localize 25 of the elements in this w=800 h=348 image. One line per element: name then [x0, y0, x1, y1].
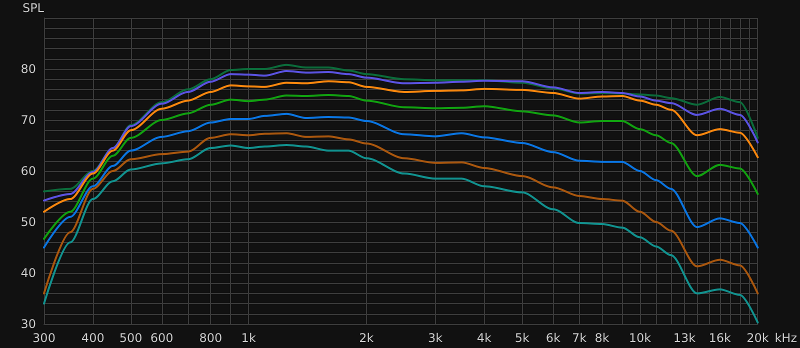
y-tick-label: 50: [20, 215, 36, 229]
y-tick-label: 80: [20, 62, 36, 76]
x-tick-label: 800: [199, 331, 222, 345]
x-tick-label: 500: [119, 331, 142, 345]
x-tick-label: 400: [81, 331, 104, 345]
x-tick-label: 4k: [476, 331, 492, 345]
x-axis-title: kHz: [774, 331, 798, 345]
y-tick-label: 30: [20, 317, 36, 331]
y-axis-title: SPL: [22, 1, 44, 15]
x-tick-label: 10k: [628, 331, 652, 345]
y-tick-label: 40: [20, 266, 36, 280]
y-tick-label: 70: [20, 113, 36, 127]
x-tick-label: 16k: [708, 331, 731, 345]
x-tick-label: 600: [150, 331, 174, 345]
y-tick-label: 60: [20, 164, 36, 178]
x-tick-label: 7k: [572, 331, 587, 345]
x-tick-label: 5k: [514, 331, 530, 345]
x-tick-label: 8k: [594, 331, 610, 345]
x-tick-label: 3k: [428, 331, 443, 345]
x-tick-label: 6k: [546, 331, 560, 345]
x-tick-label: 1k: [241, 331, 256, 345]
x-tick-label: 2k: [359, 331, 374, 345]
x-tick-label: 300: [32, 331, 56, 345]
x-tick-label: 13k: [673, 331, 696, 345]
x-tick-label: 20k: [746, 331, 769, 345]
